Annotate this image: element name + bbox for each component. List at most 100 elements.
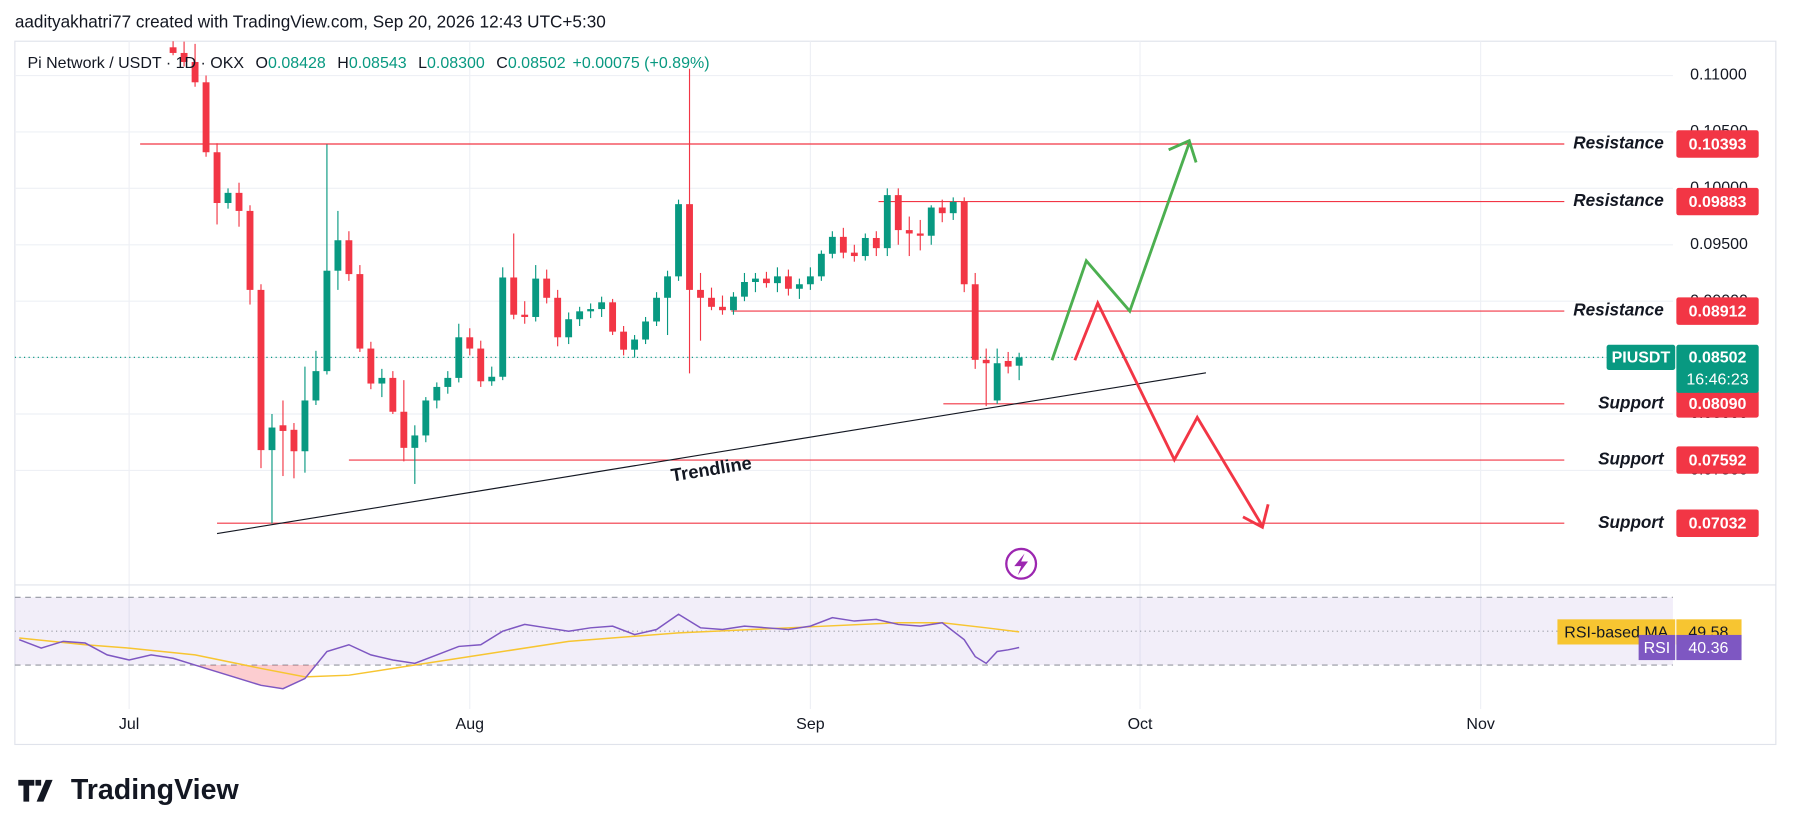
level-badge — [1676, 187, 1759, 216]
candle-body — [850, 252, 858, 257]
candle-body — [730, 296, 737, 311]
brand: TradingView — [18, 774, 239, 806]
candle-body — [224, 192, 232, 204]
rsi-ma-line — [19, 621, 1020, 678]
level-value: 0.08090 — [1689, 396, 1747, 413]
legend-key: C — [496, 55, 508, 72]
candle-body — [246, 210, 254, 290]
candle-body — [686, 204, 693, 290]
candle-body — [828, 236, 836, 254]
legend-value: 0.08543 — [349, 55, 407, 72]
level-value: 0.07592 — [1689, 452, 1747, 469]
rsi-oversold-fill — [195, 665, 316, 689]
candle-body — [982, 359, 990, 364]
x-tick-label: Nov — [1466, 716, 1494, 733]
price-value: 0.08502 — [1689, 350, 1747, 367]
candle-body — [543, 278, 551, 298]
y-tick-label: 0.11000 — [1690, 67, 1747, 84]
candle-body — [455, 337, 463, 378]
candle-body — [763, 278, 770, 284]
rsi-pane — [14, 596, 1673, 690]
x-tick-label: Jul — [119, 716, 139, 733]
candle-body — [433, 386, 441, 401]
level-label: Resistance — [1573, 300, 1664, 320]
price-badge — [1676, 344, 1759, 393]
symbol-label: PIUSDT — [1612, 350, 1671, 367]
candle-body — [883, 195, 891, 249]
candle-body — [477, 348, 485, 382]
candle-body — [598, 302, 606, 310]
bullish-arrowhead — [1168, 138, 1198, 163]
legend-key: H — [337, 55, 349, 72]
candle-body — [675, 204, 682, 277]
candle-body — [191, 61, 199, 83]
candle-body — [752, 278, 759, 282]
candle-body — [378, 377, 386, 384]
candle-body — [960, 201, 968, 285]
candle-body — [653, 297, 660, 322]
candle-body — [587, 309, 595, 312]
candle-body — [323, 270, 331, 372]
candle-body — [565, 319, 573, 338]
level-label: Support — [1598, 392, 1665, 412]
rsi-value-badge — [1676, 634, 1742, 661]
candle-body — [488, 376, 496, 382]
candle-body — [949, 201, 957, 214]
bearish-arrowhead — [1242, 503, 1270, 530]
candle-body — [806, 276, 814, 285]
badges: 0.10393 0.09883 0.08912 0.08090 0.07592 0.070… — [1557, 130, 1759, 661]
candle-body — [927, 207, 935, 236]
candles — [169, 41, 1023, 524]
countdown: 16:46:23 — [1686, 371, 1748, 388]
candle-body — [697, 289, 704, 298]
bullish-arrow — [1050, 142, 1191, 361]
candle-body — [411, 435, 419, 448]
candle-body — [1015, 357, 1023, 366]
level-value: 0.10393 — [1689, 136, 1747, 153]
candle-body — [773, 276, 781, 284]
trendline — [216, 372, 1207, 535]
symbol-badge — [1606, 344, 1676, 370]
level-badge — [1676, 509, 1759, 537]
candle-body — [839, 236, 847, 253]
candle-body — [993, 363, 1001, 401]
legend-key: L — [418, 55, 427, 72]
candle-body — [400, 411, 408, 448]
rsi-line — [18, 613, 1020, 690]
brand-logo — [18, 779, 53, 802]
candle-body — [345, 240, 353, 275]
x-tick-label: Aug — [456, 716, 484, 733]
legend-symbol: Pi Network / USDT · 1D · OKX — [27, 55, 244, 72]
x-tick-label: Sep — [796, 716, 825, 733]
brand-name: TradingView — [71, 774, 240, 806]
candle-body — [817, 253, 825, 277]
candle-body — [609, 302, 617, 332]
candle-body — [916, 233, 924, 236]
bearish-arrow — [1073, 299, 1264, 527]
candle-body — [894, 195, 902, 231]
candle-body — [642, 321, 649, 340]
x-tick-label: Oct — [1128, 716, 1153, 733]
level-label: Support — [1598, 449, 1665, 469]
level-badge — [1676, 297, 1759, 325]
candle-body — [554, 297, 562, 338]
candle-body — [389, 377, 397, 412]
legend: Pi Network / USDT · 1D · OKX O0.08428 H0.0… — [27, 55, 709, 72]
level-badge — [1676, 130, 1759, 158]
candle-body — [257, 289, 265, 451]
legend-key: O — [256, 55, 268, 72]
candle-body — [169, 47, 177, 53]
candle-body — [861, 237, 869, 257]
legend-value: 0.08428 — [268, 55, 326, 72]
candle-body — [367, 348, 375, 384]
candle-body — [576, 311, 584, 320]
candle-body — [180, 52, 188, 62]
credit: aadityakhatri77 created with TradingView… — [15, 11, 606, 31]
candle-body — [872, 237, 880, 249]
candle-body — [631, 339, 639, 350]
candle-body — [301, 400, 309, 452]
candle-body — [213, 152, 221, 204]
candle-body — [290, 429, 298, 452]
